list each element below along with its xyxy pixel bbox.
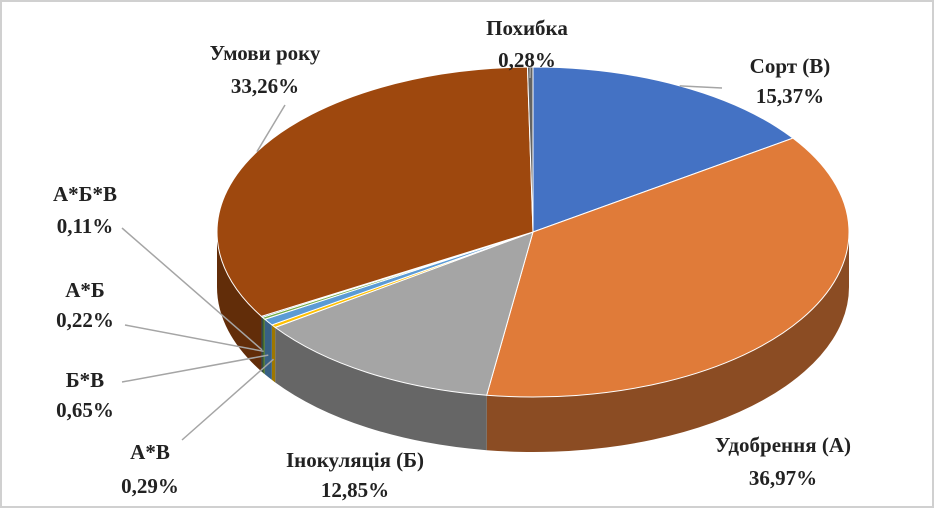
- value-label: 36,97%: [749, 466, 817, 490]
- slice-label: Інокуляція (Б): [286, 448, 424, 472]
- slice-label: А*Б*В: [53, 182, 117, 206]
- leader-line: [256, 104, 286, 153]
- value-label: 0,22%: [56, 308, 114, 332]
- slice-side: [262, 317, 265, 375]
- value-label: 33,26%: [231, 74, 299, 98]
- slice-side: [217, 232, 262, 372]
- slice-label: Умови року: [210, 41, 321, 65]
- slice-label: Похибка: [486, 16, 568, 40]
- slice: [532, 66, 794, 233]
- leader-line: [121, 227, 263, 351]
- slice-side: [264, 319, 272, 380]
- slice-label: Удобрення (А): [715, 433, 851, 457]
- value-label: 15,37%: [756, 84, 824, 108]
- slice: [274, 231, 534, 396]
- leader-line: [679, 85, 723, 89]
- slice-side: [486, 232, 849, 452]
- leader-line: [121, 354, 269, 383]
- slice-side: [261, 316, 263, 373]
- slice-label: А*Б: [65, 278, 105, 302]
- slice-side: [271, 324, 276, 383]
- slice: [526, 66, 534, 233]
- slice-label: А*В: [130, 440, 170, 464]
- slice: [486, 137, 850, 398]
- slice-label: Б*В: [66, 368, 104, 392]
- value-label: 0,28%: [498, 48, 556, 72]
- value-label: 0,29%: [121, 474, 179, 498]
- top-faces: [216, 66, 850, 398]
- leader-line: [181, 358, 274, 441]
- value-label: 12,85%: [321, 478, 389, 502]
- slice-label: Сорт (В): [750, 54, 831, 78]
- leader-line: [124, 324, 264, 353]
- value-label: 0,65%: [56, 398, 114, 422]
- value-label: 0,11%: [57, 214, 114, 238]
